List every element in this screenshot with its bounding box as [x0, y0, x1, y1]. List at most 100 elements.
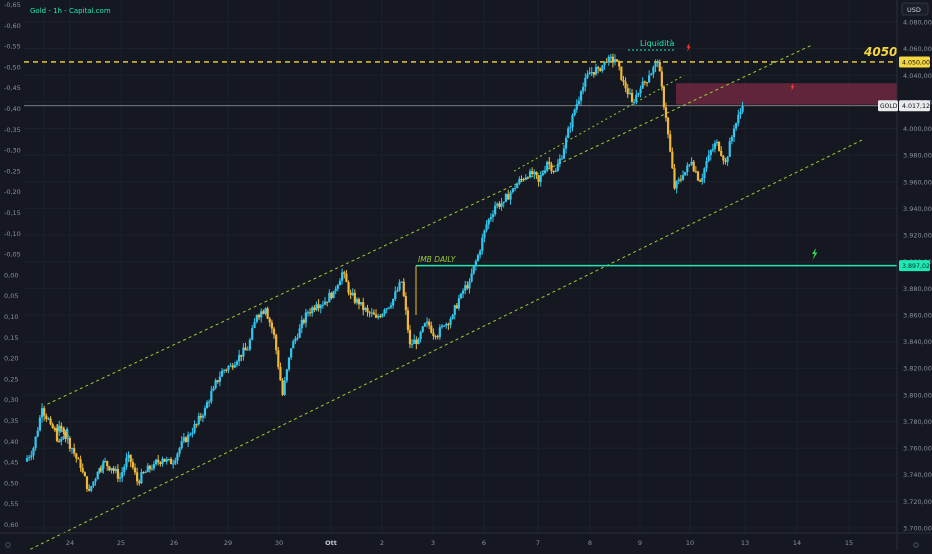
candle-body: [722, 156, 725, 161]
candle-body: [694, 171, 697, 173]
candle-body: [479, 250, 482, 256]
candle-body: [351, 292, 354, 295]
candle-body: [220, 370, 224, 377]
candle-body: [404, 296, 407, 311]
x-axis-tick: 6: [482, 539, 486, 547]
candle-body: [366, 307, 369, 313]
candle-body: [690, 161, 693, 165]
candle-body: [491, 214, 495, 218]
candle-body: [96, 472, 99, 480]
candle-body: [368, 312, 371, 314]
candle-body: [238, 354, 241, 362]
currency-button[interactable]: [901, 2, 929, 16]
candle-body: [174, 460, 177, 464]
candle-body: [197, 415, 200, 425]
candle-body: [500, 203, 503, 207]
candle-body: [279, 367, 282, 381]
candle-body: [413, 339, 416, 344]
left-axis-tick: 0,00: [4, 271, 18, 279]
candle-body: [106, 461, 109, 467]
candle-body: [79, 459, 82, 469]
candle-body: [415, 339, 418, 345]
candle-body: [64, 432, 67, 439]
level-4050-label: 4050$: [863, 45, 906, 59]
right-axis-tick: 3.800,00: [903, 391, 932, 399]
candle-body: [564, 137, 568, 149]
candle-body: [628, 92, 631, 95]
candle-body: [728, 141, 731, 157]
candle-body: [381, 314, 384, 317]
candle-body: [720, 150, 723, 157]
candle-body: [229, 365, 232, 367]
candle-body: [108, 466, 111, 471]
candle-body: [705, 160, 708, 169]
candle-body: [607, 56, 610, 62]
left-axis-tick: -0,25: [4, 167, 21, 175]
imb-daily-badge: [899, 260, 930, 272]
price-channel: [30, 44, 864, 550]
candle-body: [648, 75, 651, 83]
left-axis-tick: -0,55: [4, 43, 21, 51]
candle-body: [321, 304, 324, 306]
candle-body: [666, 117, 670, 135]
candle-body: [541, 173, 544, 176]
x-axis-tick: 14: [793, 539, 801, 547]
candle-body: [615, 59, 619, 62]
candle-body: [430, 325, 433, 333]
channel-lower-line: [30, 138, 864, 550]
candle-body: [308, 312, 312, 314]
candle-body: [36, 430, 39, 437]
candle-body: [45, 415, 48, 420]
left-axis-tick: -0,60: [4, 22, 21, 30]
candle-body: [533, 171, 536, 175]
bolt-down-icon-1: [686, 43, 691, 52]
right-axis-tick: 3.760,00: [903, 445, 932, 453]
candle-body: [673, 168, 676, 189]
candle-body: [643, 81, 646, 83]
candle-body: [343, 272, 346, 274]
candle-body: [520, 178, 523, 180]
candle-body: [300, 319, 303, 329]
candle-body: [487, 219, 490, 225]
candle-body: [323, 301, 327, 305]
candle-body: [717, 141, 721, 151]
level-4050-badge-text: 4.050,00: [902, 59, 930, 66]
candle-body: [189, 434, 192, 436]
candle-body: [459, 293, 463, 299]
candle-body: [434, 336, 437, 338]
candle-body: [443, 325, 446, 327]
candle-body: [639, 88, 642, 94]
candle-body: [611, 56, 615, 63]
candle-body: [246, 349, 249, 351]
right-axis-tick: 3.740,00: [903, 471, 932, 479]
candle-body: [38, 417, 41, 431]
auto-scale-icon[interactable]: [913, 542, 919, 548]
candle-body: [590, 71, 593, 73]
candle-body: [338, 280, 342, 286]
right-axis-tick: 4.060,00: [903, 45, 932, 53]
candle-body: [311, 307, 314, 314]
candle-body: [125, 457, 128, 467]
candle-body: [191, 432, 194, 435]
candle-body: [227, 366, 230, 370]
candle-body: [470, 273, 473, 282]
settings-icon[interactable]: [5, 542, 11, 548]
candle-body: [112, 468, 115, 471]
candle-body: [25, 458, 29, 462]
right-axis-panel: [897, 0, 932, 550]
x-axis-tick: 2: [380, 539, 384, 547]
candle-body: [498, 203, 501, 207]
candle-body: [654, 62, 657, 67]
candle-body: [641, 81, 644, 89]
candle-body: [522, 179, 525, 181]
candle-body: [656, 61, 659, 63]
candle-body: [306, 312, 310, 314]
candle-body: [402, 281, 405, 297]
candle-body: [624, 81, 627, 89]
resistance-zone: [676, 83, 897, 105]
candle-body: [260, 311, 263, 318]
candle-body: [730, 137, 733, 142]
candle-body: [129, 454, 132, 462]
candle-body: [157, 459, 160, 463]
